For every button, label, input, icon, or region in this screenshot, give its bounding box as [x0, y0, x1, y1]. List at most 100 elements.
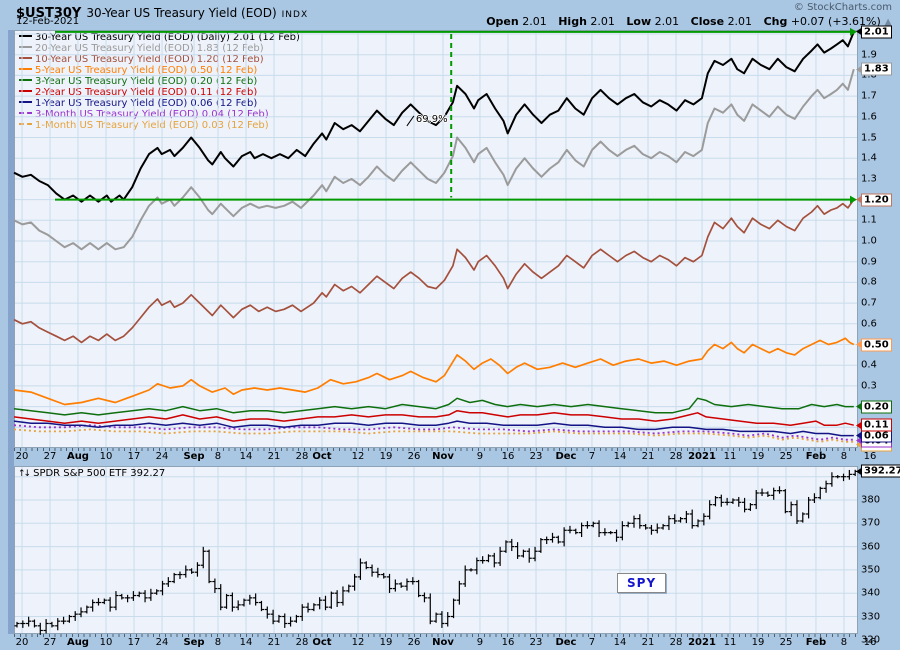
date-axis-label: 27 [43, 451, 57, 462]
date-axis-label: 19 [751, 637, 765, 648]
date-axis-label: 26 [407, 637, 421, 648]
tag-notch [856, 421, 862, 430]
legend-label: 3-Year US Treasury Yield (EOD) 0.20 (12 … [35, 76, 258, 87]
last-value-tag: 2.01 [856, 25, 892, 39]
tag-notch [856, 27, 862, 36]
date-axis-label: 11 [723, 451, 737, 462]
legend-line-swatch [19, 123, 32, 125]
date-axis-label: 28 [669, 451, 683, 462]
legend-line-swatch [19, 112, 32, 114]
date-axis-label: 9 [476, 451, 484, 462]
instrument-title: 30-Year US Treasury Yield (EOD) [86, 6, 277, 20]
date-axis-label: 16 [501, 451, 515, 462]
date-axis-label: 14 [239, 451, 253, 462]
legend-line-swatch [19, 68, 32, 70]
tag-notch [856, 440, 862, 449]
date-axis-label: 12 [351, 451, 365, 462]
date-axis-label: 16 [863, 637, 877, 648]
y-axis-label: 0.8 [861, 276, 877, 288]
legend-line-swatch [19, 90, 32, 92]
y-axis-label: 0.7 [861, 297, 877, 309]
date-axis-label: 16 [501, 637, 515, 648]
left-gutter [8, 30, 14, 634]
date-axis-label: 17 [127, 451, 141, 462]
date-axis-label: 2021 [688, 451, 716, 462]
tag-notch [856, 402, 862, 411]
chg-label: Chg [763, 15, 788, 28]
legend-label: 30-Year US Treasury Yield (EOD) (Daily) … [35, 32, 300, 43]
last-value-tag: 0.50 [856, 338, 892, 351]
legend-item: 30-Year US Treasury Yield (EOD) (Daily) … [19, 32, 300, 43]
date-axis-label: 25 [779, 637, 793, 648]
date-axis-label: 25 [779, 451, 793, 462]
tag-notch [856, 195, 862, 204]
date-tickmarks-lower [14, 634, 858, 637]
open-label: Open [486, 15, 519, 28]
y-axis-label: 380 [861, 494, 881, 506]
tag-notch [856, 467, 862, 476]
last-value-tag: 1.83 [856, 62, 892, 76]
legend-line-swatch [19, 79, 32, 81]
legend-item: 1-Month US Treasury Yield (EOD) 0.03 (12… [19, 120, 300, 131]
spy-symbol-tag: SPY [617, 573, 667, 593]
date-axis-label: Aug [66, 637, 89, 648]
date-axis-label: Sep [183, 451, 205, 462]
date-axis-label: 8 [214, 451, 222, 462]
date-axis-label: 27 [43, 637, 57, 648]
legend-line-swatch [19, 35, 32, 37]
date-axis-label: Dec [555, 637, 577, 648]
date-axis-label: 17 [127, 637, 141, 648]
date-axis-label: 11 [723, 637, 737, 648]
date-axis-label: 21 [641, 451, 655, 462]
open-value: 2.01 [522, 15, 547, 28]
legend-label: 20-Year US Treasury Yield (EOD) 1.83 (12… [35, 43, 264, 54]
high-label: High [558, 15, 587, 28]
y-axis-label: 1.1 [861, 214, 877, 226]
tag-notch [856, 431, 862, 440]
date-axis-label: 23 [529, 637, 543, 648]
date-axis-label: 19 [751, 451, 765, 462]
date-axis-label: Aug [66, 451, 89, 462]
date-axis-label: 7 [588, 451, 596, 462]
date-axis-label: 10 [99, 451, 113, 462]
legend-item: 20-Year US Treasury Yield (EOD) 1.83 (12… [19, 43, 300, 54]
legend-label: 1-Year US Treasury Yield (EOD) 0.06 (12 … [35, 98, 258, 109]
legend-line-swatch [19, 57, 32, 59]
legend-item: 10-Year US Treasury Yield (EOD) 1.20 (12… [19, 54, 300, 65]
y-axis-label: 1.6 [861, 111, 877, 123]
date-axis-label: 23 [529, 451, 543, 462]
y-axis-label: 360 [861, 541, 881, 553]
y-axis-label: 1.9 [861, 49, 877, 61]
y-axis-label: 1.7 [861, 90, 877, 102]
date-axis-label: 14 [613, 451, 627, 462]
legend-item: 5-Year US Treasury Yield (EOD) 0.50 (12 … [19, 65, 300, 76]
date-axis-label: 16 [863, 451, 877, 462]
date-axis-label: Feb [805, 451, 827, 462]
date-axis-label: 28 [295, 637, 309, 648]
date-axis-label: 19 [379, 451, 393, 462]
date-axis-label: 2021 [688, 637, 716, 648]
legend-item: 3-Year US Treasury Yield (EOD) 0.20 (12 … [19, 76, 300, 87]
exchange-label: INDX [281, 10, 309, 20]
date-axis-label: 24 [155, 637, 169, 648]
y-axis-label: 1.5 [861, 132, 877, 143]
high-value: 2.01 [590, 15, 615, 28]
date-axis-label: 8 [840, 637, 848, 648]
yields-legend: 30-Year US Treasury Yield (EOD) (Daily) … [19, 32, 300, 131]
percent-annotation: 69.9% [415, 113, 448, 125]
low-value: 2.01 [654, 15, 680, 28]
date-axis-label: Nov [432, 637, 454, 648]
legend-item: 3-Month US Treasury Yield (EOD) 0.04 (12… [19, 109, 300, 120]
updown-arrows-icon: ↑↓ [18, 469, 31, 479]
legend-line-swatch [19, 101, 32, 103]
date-axis-label: 20 [15, 637, 29, 648]
tag-notch [856, 436, 862, 445]
legend-label: 2-Year US Treasury Yield (EOD) 0.11 (12 … [35, 87, 258, 98]
low-label: Low [626, 15, 652, 28]
last-value-tag: 0.11 [856, 418, 892, 432]
date-axis-label: 21 [267, 637, 281, 648]
spy-panel [14, 466, 858, 634]
last-value-tag: 1.20 [856, 193, 892, 207]
y-axis-label: 0.9 [861, 256, 877, 268]
